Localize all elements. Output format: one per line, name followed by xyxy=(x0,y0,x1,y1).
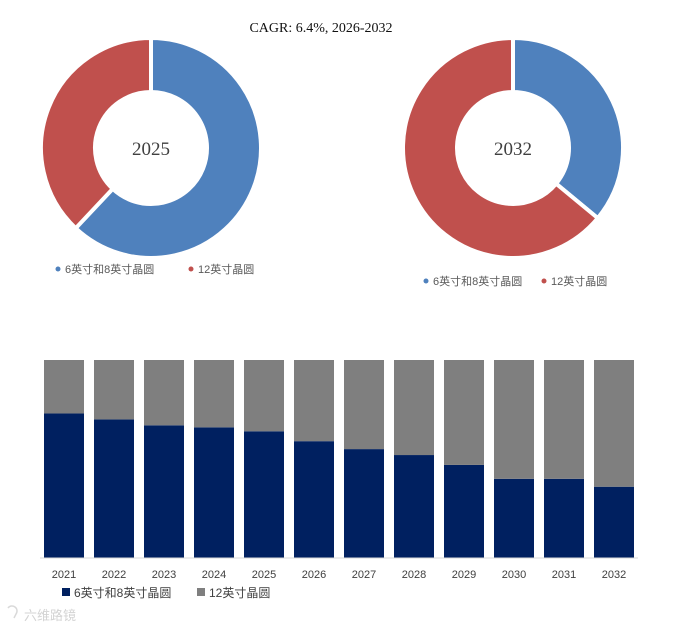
bar-6-8-inch-2028 xyxy=(394,455,434,558)
bar-6-8-inch-2026 xyxy=(294,441,334,558)
watermark-logo-icon xyxy=(7,605,18,619)
chart-title: CAGR: 6.4%, 2026-2032 xyxy=(249,21,392,36)
x-tick-label: 2022 xyxy=(102,569,126,581)
bar-12-inch-2026 xyxy=(294,360,334,442)
legend-label-6-8-inch: 6英寸和8英寸晶圆 xyxy=(65,262,154,276)
donut-slice-12-inch xyxy=(401,35,601,260)
bar-12-inch-2027 xyxy=(344,360,384,450)
legend-bar-chart: 6英寸和8英寸晶圆 12英寸晶圆 xyxy=(62,586,270,600)
x-tick-label: 2031 xyxy=(552,569,576,581)
watermark-text: 六维路镜 xyxy=(24,608,76,623)
x-tick-label: 2023 xyxy=(152,569,176,581)
bar-6-8-inch-2031 xyxy=(544,478,584,558)
bar-12-inch-2022 xyxy=(94,360,134,420)
legend-2032: 6英寸和8英寸晶圆 12英寸晶圆 xyxy=(423,274,607,288)
stacked-bar-chart xyxy=(44,360,634,558)
legend-marker-blue xyxy=(55,266,61,272)
donut-slice-12-inch xyxy=(39,35,153,232)
donut-center-label: 2032 xyxy=(494,139,532,160)
bar-12-inch-2029 xyxy=(444,360,484,465)
x-tick-label: 2025 xyxy=(252,569,276,581)
bar-12-inch-2024 xyxy=(194,360,234,428)
legend-label-12-inch: 12英寸晶圆 xyxy=(209,586,270,600)
bar-6-8-inch-2021 xyxy=(44,413,84,558)
x-tick-label: 2029 xyxy=(452,569,476,581)
legend-swatch-navy xyxy=(62,588,70,596)
bar-6-8-inch-2030 xyxy=(494,478,534,558)
legend-label-12-inch: 12英寸晶圆 xyxy=(198,262,254,276)
bar-6-8-inch-2032 xyxy=(594,486,634,558)
bar-12-inch-2021 xyxy=(44,360,84,414)
donut-slice-6-8-inch xyxy=(511,35,625,221)
bar-6-8-inch-2023 xyxy=(144,425,184,558)
x-tick-label: 2032 xyxy=(602,569,626,581)
legend-2025: 6英寸和8英寸晶圆 12英寸晶圆 xyxy=(55,262,254,276)
donut-chart-2025: 2025 xyxy=(39,35,263,260)
x-tick-label: 2028 xyxy=(402,569,426,581)
donut-center-label: 2025 xyxy=(132,139,170,160)
x-tick-label: 2021 xyxy=(52,569,76,581)
legend-marker-red xyxy=(541,278,547,284)
x-tick-label: 2024 xyxy=(202,569,226,581)
x-tick-label: 2027 xyxy=(352,569,376,581)
bar-6-8-inch-2029 xyxy=(444,464,484,558)
watermark: 六维路镜 xyxy=(7,605,76,623)
legend-label-12-inch: 12英寸晶圆 xyxy=(551,274,607,288)
bar-6-8-inch-2027 xyxy=(344,449,384,558)
donut-slice-6-8-inch xyxy=(72,35,263,260)
bar-6-8-inch-2025 xyxy=(244,431,284,558)
bar-12-inch-2028 xyxy=(394,360,434,456)
legend-marker-red xyxy=(188,266,194,272)
bar-12-inch-2032 xyxy=(594,360,634,487)
legend-marker-blue xyxy=(423,278,429,284)
x-tick-label: 2030 xyxy=(502,569,526,581)
bar-12-inch-2030 xyxy=(494,360,534,479)
bar-12-inch-2025 xyxy=(244,360,284,432)
bar-6-8-inch-2024 xyxy=(194,427,234,558)
bar-6-8-inch-2022 xyxy=(94,419,134,558)
legend-label-6-8-inch: 6英寸和8英寸晶圆 xyxy=(74,586,171,600)
bar-12-inch-2023 xyxy=(144,360,184,426)
legend-swatch-gray xyxy=(197,588,205,596)
donut-chart-2032: 2032 xyxy=(401,35,625,260)
bar-12-inch-2031 xyxy=(544,360,584,479)
x-axis-ticks: 2021 2022 2023 2024 2025 2026 2027 2028 2029 2030… xyxy=(52,569,626,581)
legend-label-6-8-inch: 6英寸和8英寸晶圆 xyxy=(433,274,522,288)
x-tick-label: 2026 xyxy=(302,569,326,581)
